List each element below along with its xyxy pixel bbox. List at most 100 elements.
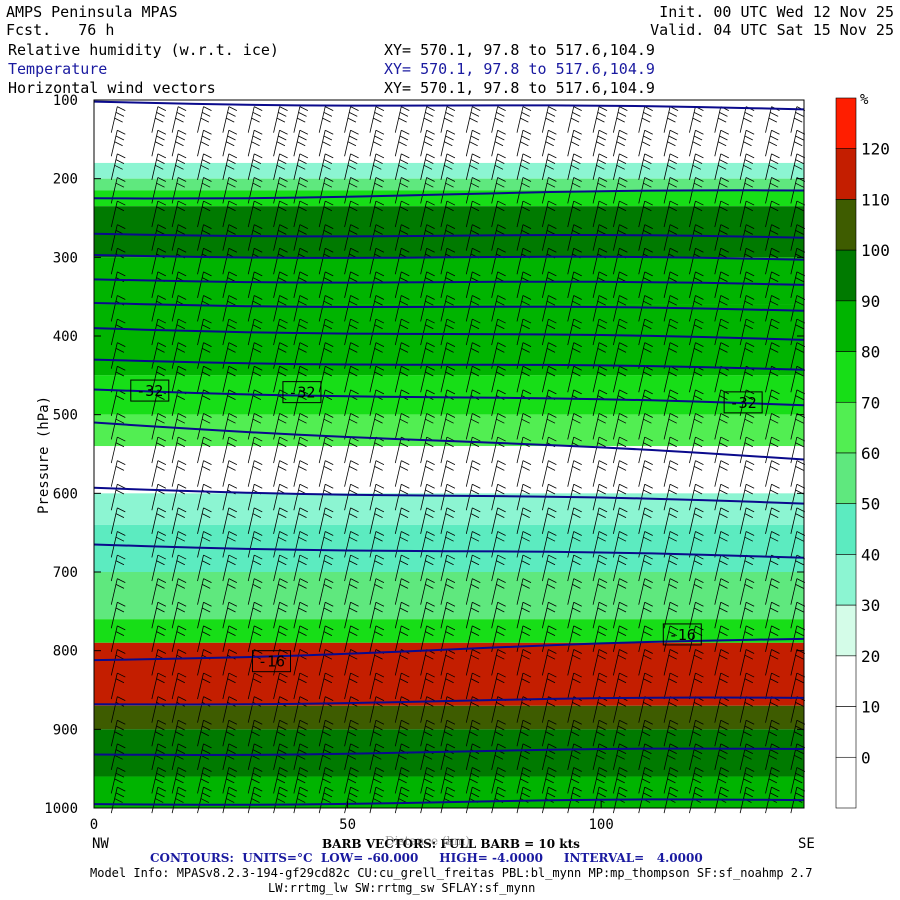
wind-barb [344, 767, 359, 794]
wind-barb [420, 365, 435, 393]
wind-barb [318, 507, 334, 534]
wind-barb [171, 413, 187, 440]
wind-barb [714, 601, 729, 629]
wind-barb [293, 531, 309, 558]
wind-barb [344, 106, 359, 133]
wind-barb [516, 318, 532, 346]
wind-barb [465, 578, 481, 605]
wind-barb [247, 578, 263, 605]
colorbar-swatch [835, 452, 857, 505]
wind-barb [318, 129, 334, 157]
wind-barb [663, 554, 679, 582]
wind-barb [318, 365, 334, 393]
wind-barb [420, 719, 435, 747]
wind-barb [739, 625, 755, 652]
wind-barb [465, 554, 481, 582]
wind-barb [222, 743, 238, 770]
colorbar-level-label: 80 [861, 343, 880, 362]
wind-barb [171, 554, 187, 582]
wind-barb [567, 365, 582, 393]
wind-barb [612, 767, 628, 794]
wind-barb [171, 507, 187, 534]
wind-barb [369, 460, 385, 487]
wind-barb [612, 295, 628, 322]
wind-barb [171, 767, 187, 794]
wind-barb [394, 601, 410, 629]
wind-barb [465, 531, 481, 558]
contour-label: -32 [282, 381, 322, 404]
wind-barb [663, 578, 679, 605]
wind-barb [663, 224, 679, 251]
wind-barb [638, 507, 653, 534]
wind-barb [344, 507, 359, 534]
wind-barb [344, 531, 359, 558]
wind-barb [541, 507, 557, 534]
wind-barb [293, 129, 309, 157]
wind-barb [440, 531, 456, 558]
wind-barb [247, 507, 263, 534]
wind-barb [689, 649, 704, 676]
wind-barb [420, 578, 435, 605]
wind-barb [273, 106, 288, 133]
wind-barb [197, 672, 212, 700]
wind-barb [171, 224, 187, 251]
wind-barb [440, 554, 456, 582]
temperature-contour [93, 358, 805, 371]
wind-barb [491, 554, 506, 582]
wind-barb [171, 153, 187, 180]
rh-band [94, 162, 804, 179]
wind-barb [592, 601, 608, 629]
wind-barb [663, 200, 679, 228]
temperature-contour [93, 388, 805, 407]
wind-barb [394, 507, 410, 534]
wind-barb [171, 531, 187, 558]
wind-barb [714, 531, 729, 558]
wind-barb [369, 365, 385, 393]
wind-barb [318, 601, 334, 629]
wind-barb [465, 672, 481, 700]
field-xy-temperature: XY= 570.1, 97.8 to 517.6,104.9 [384, 60, 655, 78]
wind-barb [465, 786, 481, 814]
wind-barb [491, 507, 506, 534]
wind-barb [273, 767, 288, 794]
wind-barb [151, 342, 167, 369]
wind-barb [491, 578, 506, 605]
wind-barb [222, 153, 238, 180]
wind-barb [739, 342, 755, 369]
wind-barb [369, 483, 385, 511]
wind-barb [197, 200, 212, 228]
y-axis-label: Pressure (hPa) [36, 396, 52, 514]
colorbar-swatch [835, 351, 857, 403]
wind-barb [273, 271, 288, 298]
wind-barb [567, 318, 582, 346]
colorbar-swatch [835, 300, 857, 352]
wind-barb [369, 153, 385, 180]
distance-note: Distance (km) [385, 834, 470, 848]
wind-barb [318, 554, 334, 582]
y-tick-label: 700 [53, 565, 78, 581]
wind-barb [197, 554, 212, 582]
wind-barb [739, 531, 755, 558]
wind-barb [247, 625, 263, 652]
wind-barb [151, 672, 167, 700]
wind-barb [273, 365, 288, 393]
colorbar-swatch [835, 706, 857, 758]
wind-barb [714, 129, 729, 157]
wind-barb [222, 200, 238, 228]
wind-barb [369, 531, 385, 558]
wind-barb [273, 625, 288, 652]
wind-barb [420, 625, 435, 652]
barb-note: BARB VECTORS: FULL BARB = 10 kts [322, 837, 580, 851]
wind-barb [714, 436, 729, 464]
wind-barb [638, 200, 653, 228]
wind-barb [567, 672, 582, 700]
wind-barb [318, 271, 334, 298]
wind-barb [516, 554, 532, 582]
wind-barb [344, 625, 359, 652]
wind-barb [151, 625, 167, 652]
wind-barb [420, 177, 435, 204]
wind-barb [465, 106, 481, 133]
wind-barb [110, 786, 126, 814]
wind-barb [465, 365, 481, 393]
